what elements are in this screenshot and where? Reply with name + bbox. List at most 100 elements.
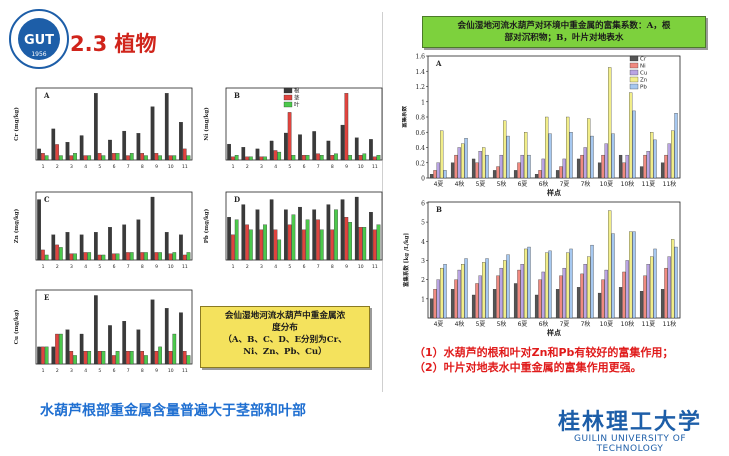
category-label: 9	[155, 164, 158, 170]
bar-茎	[182, 351, 187, 365]
category-label: 2	[56, 368, 59, 374]
bar-叶	[348, 222, 352, 261]
bar-茎	[316, 153, 320, 161]
bar-Ni	[475, 283, 479, 319]
chart-E-Cu: 1 2 3 4 5 6 7 8 9 10 11 E Cu (mg/kg)	[13, 289, 193, 374]
box-line-3: （A、B、C、D、E分别为Cr、	[223, 335, 347, 345]
y-axis-label: 富集系数	[402, 106, 408, 129]
bar-叶	[101, 351, 106, 365]
category-label: 6	[303, 164, 306, 170]
bar-茎	[140, 252, 145, 261]
bar-叶	[277, 239, 282, 261]
bar-Cr	[576, 158, 581, 179]
bar-茎	[111, 253, 116, 261]
legend-label-Cr: Cr	[640, 57, 647, 63]
bar-Cr	[429, 174, 434, 179]
bar-根	[312, 209, 317, 261]
bar-茎	[55, 244, 59, 261]
bar-叶	[362, 227, 367, 261]
bar-茎	[69, 351, 74, 365]
bar-叶	[234, 155, 239, 161]
bar-叶	[144, 252, 148, 261]
bar-根	[122, 321, 127, 365]
bar-根	[108, 325, 112, 365]
bar-茎	[344, 217, 349, 261]
bar-根	[93, 232, 98, 261]
bar-叶	[59, 247, 63, 261]
bar-叶	[115, 153, 120, 161]
bar-Pb	[590, 244, 594, 319]
bar-茎	[83, 155, 88, 161]
bar-Pb	[569, 248, 573, 319]
bar-叶	[172, 155, 177, 161]
category-label: 10	[358, 164, 364, 170]
bar-Pb	[464, 258, 468, 319]
category-label: 10	[168, 164, 174, 170]
category-label: 9	[155, 264, 158, 270]
bar-Cr	[660, 289, 665, 319]
legend-swatch-根	[283, 87, 293, 94]
bar-叶	[115, 351, 120, 365]
category-label: 6夏	[518, 181, 528, 188]
category-label: 11秋	[663, 180, 677, 188]
bar-Cu	[604, 269, 608, 319]
bar-茎	[83, 252, 88, 261]
bar-根	[269, 140, 274, 161]
category-label: 5	[288, 164, 291, 170]
bar-叶	[73, 253, 77, 261]
category-label: 10	[168, 368, 174, 374]
university-logo-icon: GUT 1956	[9, 9, 69, 69]
bar-Ni	[559, 166, 563, 179]
category-label: 2	[246, 164, 249, 170]
bar-Ni	[580, 154, 584, 179]
panel-label: B	[234, 91, 240, 100]
bar-叶	[305, 219, 310, 261]
legend-label-茎: 茎	[294, 94, 300, 102]
bar-茎	[259, 156, 264, 161]
category-label: 5	[98, 264, 101, 270]
category-label: 6	[303, 264, 306, 270]
y-axis-label: Ni (mg/kg)	[203, 107, 210, 141]
brand-chinese-name: 桂林理工大学	[557, 409, 702, 435]
bar-Cr	[618, 154, 623, 179]
bar-根	[340, 199, 345, 261]
category-label: 1	[42, 368, 45, 374]
bar-Cr	[429, 298, 434, 319]
bar-茎	[41, 153, 45, 161]
enrichment-caption-box: 会仙湿地河流水葫芦对环境中重金属的富集系数：A，根 部对沉积物；B，叶片对地表水	[422, 16, 706, 48]
bar-茎	[372, 229, 377, 261]
y-tick-label: 5	[421, 220, 425, 227]
category-label: 4	[84, 264, 87, 270]
bar-根	[65, 142, 70, 161]
bar-Zn	[629, 92, 633, 179]
bar-Cu	[541, 271, 545, 319]
category-label: 5	[98, 164, 101, 170]
category-label: 2	[246, 264, 249, 270]
bar-根	[227, 217, 231, 261]
bar-叶	[249, 229, 253, 261]
bar-Zn	[440, 130, 444, 179]
findings-notes: （1）水葫芦的根和叶对Zn和Pb有较好的富集作用； （2）叶片对地表水中重金属的…	[414, 345, 673, 375]
bar-根	[108, 227, 112, 261]
bar-Ni	[433, 170, 437, 179]
bar-Cr	[597, 292, 602, 319]
category-label: 7秋	[581, 320, 591, 328]
category-label: 8	[141, 164, 144, 170]
bar-茎	[168, 155, 173, 161]
category-label: 5	[98, 368, 101, 374]
legend-swatch-Cu	[629, 69, 639, 76]
bar-根	[227, 143, 231, 161]
bar-Cu	[436, 162, 440, 179]
bar-茎	[182, 254, 187, 261]
bar-Ni	[580, 273, 584, 319]
bar-根	[51, 234, 56, 261]
bar-Cu	[583, 147, 587, 179]
bar-根	[150, 299, 155, 365]
bar-Pb	[443, 264, 447, 319]
bar-Cr	[660, 162, 665, 179]
category-label: 4	[274, 264, 277, 270]
bar-Zn	[629, 231, 633, 319]
bar-根	[79, 333, 84, 365]
bar-叶	[234, 219, 239, 261]
bar-Ni	[664, 154, 668, 179]
